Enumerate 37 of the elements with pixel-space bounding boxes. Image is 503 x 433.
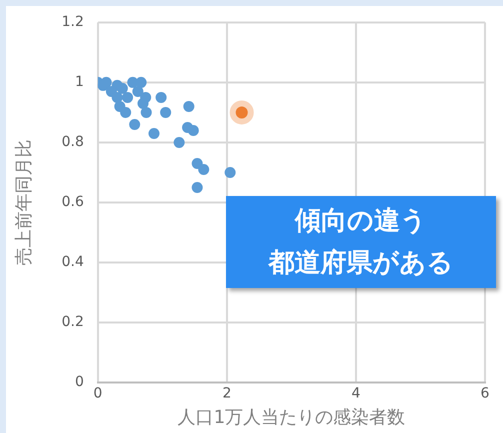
point [112,92,123,103]
y-tick-label: 0 [74,374,84,390]
y-tick-label: 0.8 [62,134,84,150]
point [148,128,160,139]
x-tick-label: 0 [93,386,102,402]
callout-box: 傾向の違う 都道府県がある [226,196,496,288]
point [100,76,112,88]
point [116,82,128,94]
y-tick-label: 1 [74,74,84,90]
y-tick-label: 0.2 [62,314,84,330]
point [132,86,144,97]
y-tick-label: 0.4 [62,254,84,270]
point [122,92,134,103]
x-tick-label: 2 [222,386,232,402]
point [230,100,254,124]
point [160,106,172,118]
point [192,182,203,193]
point [188,124,199,136]
point [138,98,149,109]
x-axis-title: 人口1万人当たりの感染者数 [178,406,406,428]
annotation: 傾向の違う [293,205,428,238]
point [156,92,167,103]
point [136,76,147,88]
point [224,166,236,178]
y-tick-label: 1.2 [62,14,84,30]
point [120,106,132,118]
point [140,106,152,118]
y-axis-title: 売上前年同月比 [13,140,34,266]
x-tick-label: 4 [351,386,360,402]
point [198,164,210,175]
y-tick-label: 0.6 [62,194,84,210]
x-tick-label: 6 [480,386,490,402]
point [183,100,194,112]
point [174,136,185,148]
point [129,118,140,130]
annotation: 都道府県がある [267,247,454,280]
point [192,158,203,169]
